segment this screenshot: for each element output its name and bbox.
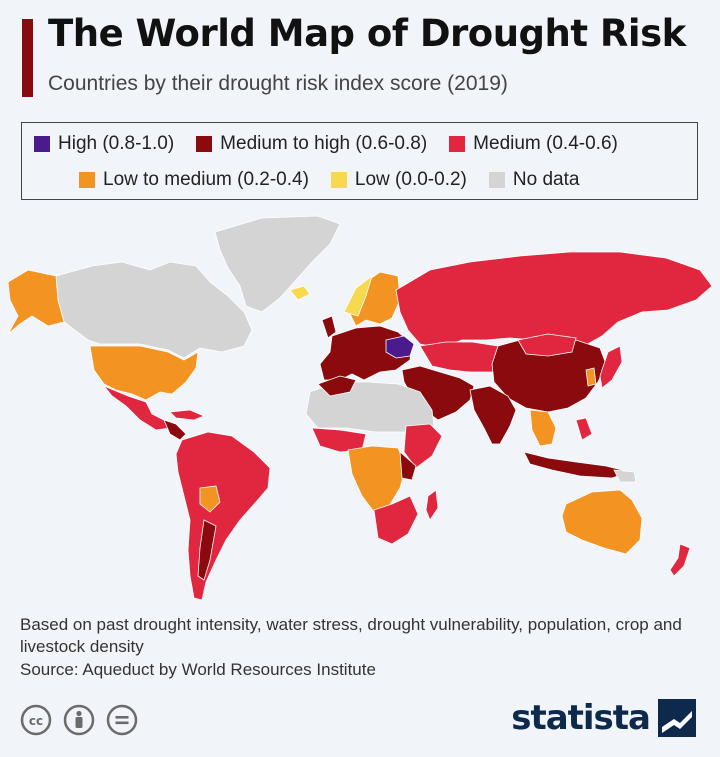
bolivia [199, 485, 221, 513]
legend-item-high: High (0.8-1.0) [34, 133, 174, 155]
philippines [575, 417, 593, 441]
ukraine [385, 335, 415, 359]
legend-label: Low to medium (0.2-0.4) [103, 169, 309, 190]
legend-swatch [488, 172, 505, 188]
legend-label: Medium (0.4-0.6) [473, 133, 618, 154]
source-line: Source: Aqueduct by World Resources Inst… [20, 660, 376, 679]
canada [55, 261, 253, 359]
legend-label: No data [512, 169, 580, 190]
legend-row-1: High (0.8-1.0) Medium to high (0.6-0.8) … [34, 131, 640, 157]
legend-swatch [196, 136, 213, 152]
legend-swatch [330, 172, 347, 188]
title-accent-bar [22, 19, 33, 97]
southern-cone [197, 519, 217, 581]
license-icons: cc [20, 704, 149, 736]
cc-icon[interactable]: cc [20, 704, 52, 736]
greenland [214, 215, 341, 313]
legend: High (0.8-1.0) Medium to high (0.6-0.8) … [21, 122, 698, 200]
brand-name: statista [511, 698, 651, 738]
statista-logo[interactable]: statista [511, 698, 696, 738]
papua-new-guinea [613, 469, 637, 483]
central-africa [347, 445, 407, 513]
indonesia [523, 451, 632, 479]
legend-item-low: Low (0.0-0.2) [330, 169, 467, 191]
legend-item-medium-high: Medium to high (0.6-0.8) [196, 133, 427, 155]
legend-label: Low (0.0-0.2) [354, 169, 467, 190]
usa [89, 345, 199, 401]
russia [395, 251, 713, 349]
korea [585, 367, 597, 387]
maghreb [317, 375, 357, 397]
legend-swatch [79, 172, 95, 188]
caribbean [169, 409, 206, 421]
page-title: The World Map of Drought Risk [48, 12, 686, 55]
legend-label: Medium to high (0.6-0.8) [220, 133, 428, 154]
legend-swatch [449, 136, 466, 152]
legend-item-medium: Medium (0.4-0.6) [449, 133, 618, 155]
southeast-asia [529, 409, 557, 447]
norway [343, 274, 373, 317]
east-africa [399, 451, 417, 481]
page-subtitle: Countries by their drought risk index sc… [48, 72, 508, 95]
legend-row-2: Low to medium (0.2-0.4) Low (0.0-0.2) No… [34, 167, 601, 193]
australia [561, 489, 643, 555]
world-map [7, 215, 713, 601]
uk [321, 315, 337, 339]
footnote: Based on past drought intensity, water s… [20, 615, 682, 656]
japan [599, 345, 623, 389]
horn-of-africa [403, 423, 443, 469]
attribution-icon[interactable] [63, 704, 95, 736]
legend-swatch [34, 136, 50, 152]
svg-text:cc: cc [29, 714, 43, 728]
no-derivatives-icon[interactable] [106, 704, 138, 736]
legend-item-no-data: No data [488, 169, 580, 191]
alaska [7, 269, 65, 335]
india [469, 385, 517, 445]
new-zealand [669, 543, 691, 577]
legend-item-low-medium: Low to medium (0.2-0.4) [79, 169, 309, 191]
legend-label: High (0.8-1.0) [58, 133, 175, 154]
madagascar [425, 489, 439, 521]
mongolia [517, 333, 577, 357]
south-america [175, 431, 271, 601]
central-america [163, 419, 187, 441]
southern-africa [373, 495, 419, 545]
statista-mark-icon [658, 699, 696, 737]
iceland [289, 285, 311, 301]
